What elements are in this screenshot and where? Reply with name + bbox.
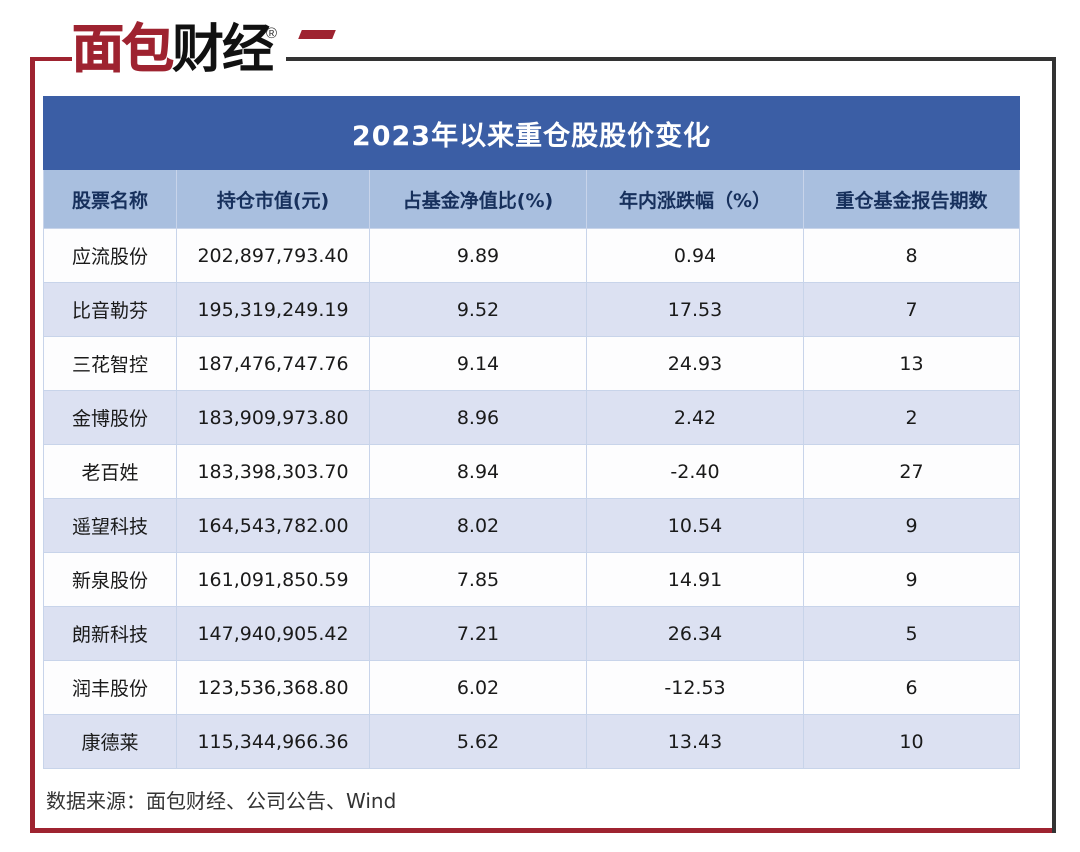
frame-right-border	[1052, 57, 1056, 833]
cell-stock-name: 应流股份	[43, 228, 177, 283]
cell-nav-ratio: 9.89	[369, 228, 587, 283]
cell-nav-ratio: 5.62	[369, 714, 587, 769]
cell-ytd-change: 26.34	[586, 606, 804, 661]
table-body: 应流股份 202,897,793.40 9.89 0.94 8 比音勒芬 195…	[43, 228, 1020, 769]
frame-bottom-border	[30, 828, 1052, 833]
cell-stock-name: 金博股份	[43, 390, 177, 445]
cell-stock-name: 老百姓	[43, 444, 177, 499]
column-header-market-value: 持仓市值(元)	[176, 169, 370, 229]
cell-stock-name: 新泉股份	[43, 552, 177, 607]
brand-logo: 面包 财经 ®	[71, 16, 336, 80]
cell-report-periods: 9	[803, 498, 1020, 553]
logo-text-red: 面包	[71, 20, 174, 80]
cell-market-value: 161,091,850.59	[176, 552, 370, 607]
cell-nav-ratio: 6.02	[369, 660, 587, 715]
cell-market-value: 202,897,793.40	[176, 228, 370, 283]
stock-table-container: 2023年以来重仓股股价变化 股票名称 持仓市值(元) 占基金净值比(%) 年内…	[43, 96, 1020, 769]
logo-accent-slash-icon	[298, 30, 336, 39]
cell-market-value: 123,536,368.80	[176, 660, 370, 715]
registered-trademark-icon: ®	[266, 25, 278, 42]
cell-nav-ratio: 9.52	[369, 282, 587, 337]
column-header-report-periods: 重仓基金报告期数	[803, 169, 1020, 229]
cell-stock-name: 朗新科技	[43, 606, 177, 661]
frame-left-border	[30, 57, 35, 833]
table-row: 康德莱 115,344,966.36 5.62 13.43 10	[43, 714, 1020, 769]
cell-nav-ratio: 8.94	[369, 444, 587, 499]
table-row: 金博股份 183,909,973.80 8.96 2.42 2	[43, 390, 1020, 445]
table-title-row: 2023年以来重仓股股价变化	[43, 96, 1020, 170]
cell-nav-ratio: 7.21	[369, 606, 587, 661]
cell-ytd-change: 10.54	[586, 498, 804, 553]
table-row: 润丰股份 123,536,368.80 6.02 -12.53 6	[43, 660, 1020, 715]
cell-ytd-change: 17.53	[586, 282, 804, 337]
table-row: 朗新科技 147,940,905.42 7.21 26.34 5	[43, 606, 1020, 661]
cell-ytd-change: 2.42	[586, 390, 804, 445]
cell-report-periods: 2	[803, 390, 1020, 445]
table-header-row: 股票名称 持仓市值(元) 占基金净值比(%) 年内涨跌幅（%） 重仓基金报告期数	[43, 169, 1020, 229]
cell-ytd-change: -2.40	[586, 444, 804, 499]
cell-report-periods: 10	[803, 714, 1020, 769]
cell-ytd-change: 14.91	[586, 552, 804, 607]
cell-stock-name: 润丰股份	[43, 660, 177, 715]
cell-market-value: 195,319,249.19	[176, 282, 370, 337]
cell-report-periods: 7	[803, 282, 1020, 337]
cell-report-periods: 27	[803, 444, 1020, 499]
cell-market-value: 147,940,905.42	[176, 606, 370, 661]
cell-report-periods: 9	[803, 552, 1020, 607]
cell-ytd-change: 13.43	[586, 714, 804, 769]
header-rule-horizontal	[286, 57, 1056, 61]
cell-stock-name: 遥望科技	[43, 498, 177, 553]
logo-text-black: 财经	[172, 20, 274, 80]
cell-market-value: 183,398,303.70	[176, 444, 370, 499]
cell-nav-ratio: 7.85	[369, 552, 587, 607]
column-header-nav-ratio: 占基金净值比(%)	[369, 169, 587, 229]
cell-ytd-change: -12.53	[586, 660, 804, 715]
table-row: 新泉股份 161,091,850.59 7.85 14.91 9	[43, 552, 1020, 607]
cell-market-value: 115,344,966.36	[176, 714, 370, 769]
cell-stock-name: 三花智控	[43, 336, 177, 391]
cell-report-periods: 5	[803, 606, 1020, 661]
cell-stock-name: 比音勒芬	[43, 282, 177, 337]
table-row: 比音勒芬 195,319,249.19 9.52 17.53 7	[43, 282, 1020, 337]
cell-report-periods: 6	[803, 660, 1020, 715]
column-header-stock-name: 股票名称	[43, 169, 177, 229]
cell-nav-ratio: 8.96	[369, 390, 587, 445]
heavyweight-stock-price-table: 2023年以来重仓股股价变化 股票名称 持仓市值(元) 占基金净值比(%) 年内…	[43, 96, 1020, 769]
table-title: 2023年以来重仓股股价变化	[43, 96, 1020, 170]
cell-ytd-change: 24.93	[586, 336, 804, 391]
table-row: 应流股份 202,897,793.40 9.89 0.94 8	[43, 228, 1020, 283]
column-header-ytd-change: 年内涨跌幅（%）	[586, 169, 804, 229]
cell-market-value: 187,476,747.76	[176, 336, 370, 391]
cell-market-value: 183,909,973.80	[176, 390, 370, 445]
cell-market-value: 164,543,782.00	[176, 498, 370, 553]
cell-report-periods: 13	[803, 336, 1020, 391]
cell-report-periods: 8	[803, 228, 1020, 283]
data-source-note: 数据来源：面包财经、公司公告、Wind	[46, 789, 397, 813]
frame-top-left-stub	[30, 57, 72, 61]
table-row: 三花智控 187,476,747.76 9.14 24.93 13	[43, 336, 1020, 391]
cell-nav-ratio: 8.02	[369, 498, 587, 553]
table-row: 老百姓 183,398,303.70 8.94 -2.40 27	[43, 444, 1020, 499]
cell-stock-name: 康德莱	[43, 714, 177, 769]
cell-ytd-change: 0.94	[586, 228, 804, 283]
table-row: 遥望科技 164,543,782.00 8.02 10.54 9	[43, 498, 1020, 553]
cell-nav-ratio: 9.14	[369, 336, 587, 391]
